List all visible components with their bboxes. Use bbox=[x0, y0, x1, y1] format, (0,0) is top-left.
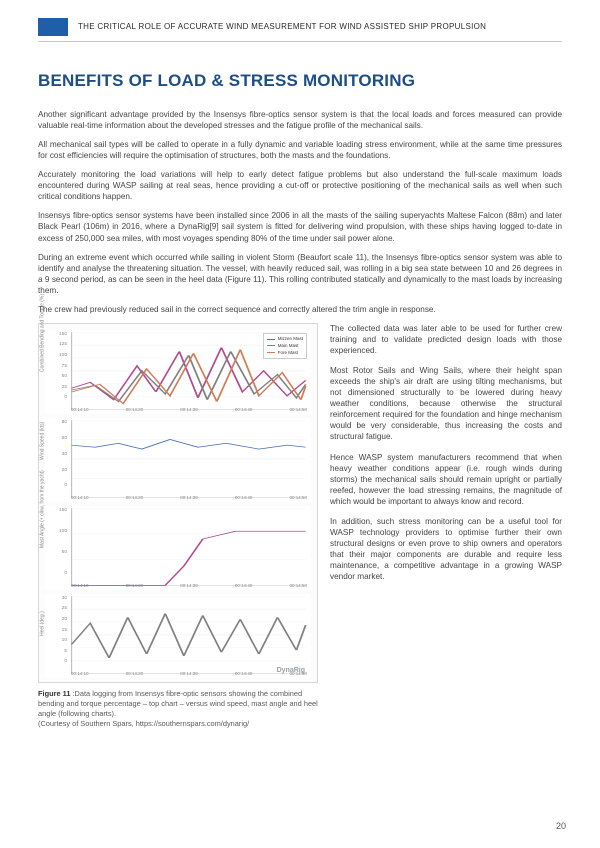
text-column: The collected data was later able to be … bbox=[330, 323, 562, 729]
chart-panel: Heel (deg.)30252015105000:14:1000:14:200… bbox=[45, 594, 311, 678]
paragraph: Insensys fibre-optics sensor systems hav… bbox=[38, 210, 562, 243]
chart-ylabel: Wind Speed (kts) bbox=[40, 422, 47, 460]
chart-ylabel: Combined Bending and Torque (%) bbox=[40, 294, 47, 372]
chart-ylabel: Heel (deg.) bbox=[40, 611, 47, 636]
paragraph: During an extreme event which occurred w… bbox=[38, 252, 562, 296]
chart-xticks: 00:14:1000:14:2000:14:3000:14:4000:14:50 bbox=[71, 407, 307, 413]
chart-yticks: 1501251007550250 bbox=[53, 332, 67, 402]
paragraph: Hence WASP system manufacturers recommen… bbox=[330, 452, 562, 507]
chart-xticks: 00:14:1000:14:2000:14:3000:14:4000:14:50 bbox=[71, 583, 307, 589]
header-accent-block bbox=[38, 18, 68, 36]
chart-yticks: 806040200 bbox=[53, 420, 67, 490]
figure-caption: Figure 11 :Data logging from Insensys fi… bbox=[38, 689, 318, 729]
figure-label: Figure 11 bbox=[38, 689, 70, 698]
figure-11-charts: Combined Bending and Torque (%)150125100… bbox=[38, 323, 318, 683]
chart-yticks: 302520151050 bbox=[53, 596, 67, 666]
paragraph: All mechanical sail types will be called… bbox=[38, 139, 562, 161]
chart-xticks: 00:14:1000:14:2000:14:3000:14:4000:14:50 bbox=[71, 495, 307, 501]
chart-panel: Wind Speed (kts)80604020000:14:1000:14:2… bbox=[45, 418, 311, 502]
figure-courtesy: (Courtesy of Southern Spars, https://sou… bbox=[38, 719, 249, 728]
chart-legend: Mizzen MastMain MastFore Mast bbox=[263, 333, 307, 359]
figure-column: Combined Bending and Torque (%)150125100… bbox=[38, 323, 318, 729]
document-title: THE CRITICAL ROLE OF ACCURATE WIND MEASU… bbox=[78, 22, 486, 33]
paragraph: The collected data was later able to be … bbox=[330, 323, 562, 356]
chart-ylabel: Mast Angle (+ clkw, from the yacht) bbox=[40, 470, 47, 548]
paragraph: Most Rotor Sails and Wing Sails, where t… bbox=[330, 365, 562, 442]
paragraph: In addition, such stress monitoring can … bbox=[330, 516, 562, 582]
page-header: THE CRITICAL ROLE OF ACCURATE WIND MEASU… bbox=[0, 0, 600, 36]
chart-yticks: 150100500 bbox=[53, 508, 67, 578]
two-column-layout: Combined Bending and Torque (%)150125100… bbox=[38, 323, 562, 729]
figure-caption-text: :Data logging from Insensys fibre-optic … bbox=[38, 689, 318, 718]
paragraph: Another significant advantage provided b… bbox=[38, 109, 562, 131]
section-heading: BENEFITS OF LOAD & STRESS MONITORING bbox=[38, 70, 562, 93]
chart-brand: DynaRig bbox=[277, 666, 305, 675]
chart-panel: Combined Bending and Torque (%)150125100… bbox=[45, 330, 311, 414]
paragraph: The crew had previously reduced sail in … bbox=[38, 304, 562, 315]
chart-panel: Mast Angle (+ clkw, from the yacht)15010… bbox=[45, 506, 311, 590]
paragraph: Accurately monitoring the load variation… bbox=[38, 169, 562, 202]
page-number: 20 bbox=[556, 820, 566, 832]
page-content: BENEFITS OF LOAD & STRESS MONITORING Ano… bbox=[0, 42, 600, 729]
chart-xticks: 00:14:1000:14:2000:14:3000:14:4000:14:50 bbox=[71, 671, 307, 677]
